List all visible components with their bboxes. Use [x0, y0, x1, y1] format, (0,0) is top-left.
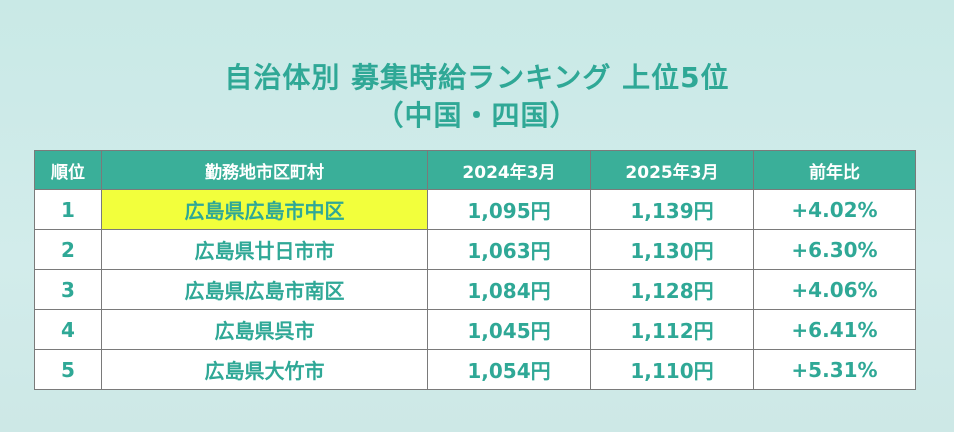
city-cell-highlighted: 広島県広島市中区: [101, 189, 428, 230]
rank-cell: 2: [34, 229, 102, 270]
wage-2025-cell: 1,112円: [590, 309, 754, 350]
rank-cell: 1: [34, 189, 102, 230]
change-cell: +5.31%: [753, 349, 916, 390]
wage-2025-cell: 1,130円: [590, 229, 754, 270]
header-2024: 2024年3月: [427, 150, 591, 190]
page-title: 自治体別 募集時給ランキング 上位5位: [224, 61, 730, 94]
header-2025: 2025年3月: [590, 150, 754, 190]
city-cell: 広島県広島市南区: [101, 269, 428, 310]
city-cell: 広島県呉市: [101, 309, 428, 350]
wage-2024-cell: 1,054円: [427, 349, 591, 390]
page-subtitle: （中国・四国）: [375, 99, 579, 132]
wage-2025-cell: 1,110円: [590, 349, 754, 390]
wage-2024-cell: 1,045円: [427, 309, 591, 350]
change-cell: +4.06%: [753, 269, 916, 310]
city-cell: 広島県大竹市: [101, 349, 428, 390]
wage-2025-cell: 1,139円: [590, 189, 754, 230]
change-cell: +6.41%: [753, 309, 916, 350]
wage-2024-cell: 1,063円: [427, 229, 591, 270]
table-row: 2 広島県廿日市市 1,063円 1,130円 +6.30%: [34, 229, 916, 270]
table-row: 1 広島県広島市中区 1,095円 1,139円 +4.02%: [34, 189, 916, 230]
rank-cell: 5: [34, 349, 102, 390]
ranking-table: 順位 勤務地市区町村 2024年3月 2025年3月 前年比 1 広島県広島市中…: [34, 150, 916, 390]
wage-2024-cell: 1,095円: [427, 189, 591, 230]
change-cell: +4.02%: [753, 189, 916, 230]
header-city: 勤務地市区町村: [101, 150, 428, 190]
header-rank: 順位: [34, 150, 102, 190]
table-row: 4 広島県呉市 1,045円 1,112円 +6.41%: [34, 309, 916, 350]
table-row: 5 広島県大竹市 1,054円 1,110円 +5.31%: [34, 349, 916, 390]
table-header-row: 順位 勤務地市区町村 2024年3月 2025年3月 前年比: [34, 150, 916, 190]
change-cell: +6.30%: [753, 229, 916, 270]
rank-cell: 3: [34, 269, 102, 310]
wage-2024-cell: 1,084円: [427, 269, 591, 310]
header-change: 前年比: [753, 150, 916, 190]
city-cell: 広島県廿日市市: [101, 229, 428, 270]
rank-cell: 4: [34, 309, 102, 350]
table-row: 3 広島県広島市南区 1,084円 1,128円 +4.06%: [34, 269, 916, 310]
wage-2025-cell: 1,128円: [590, 269, 754, 310]
